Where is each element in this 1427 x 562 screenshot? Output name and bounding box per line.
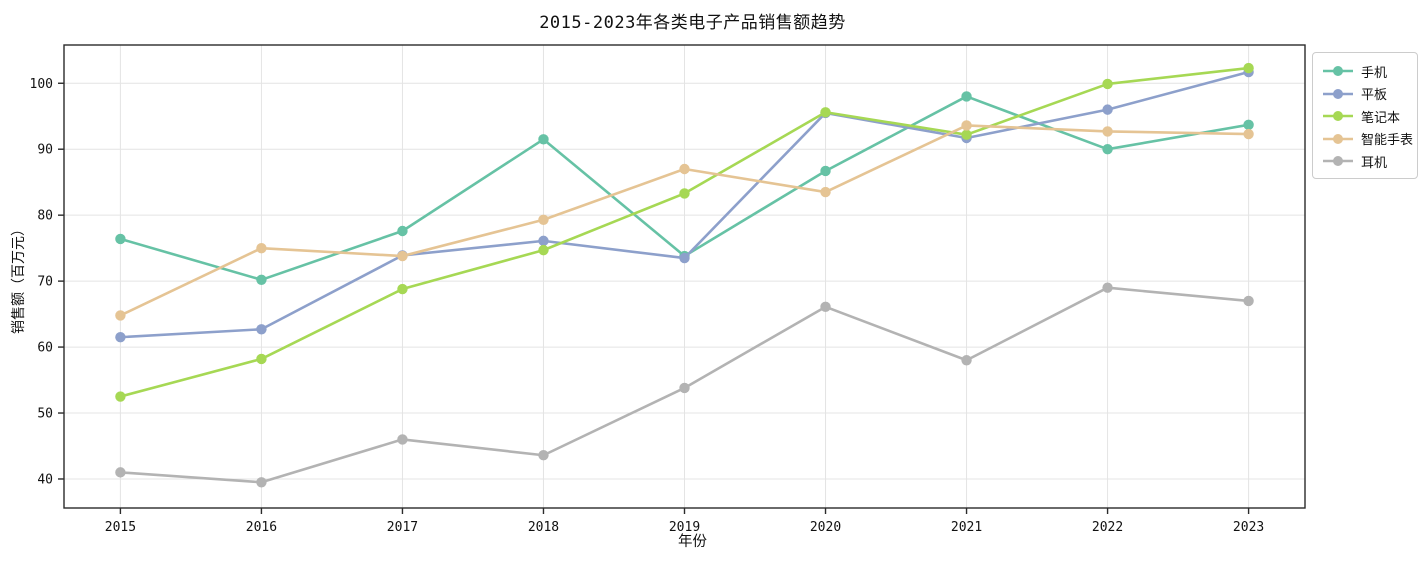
data-point-笔记本-2019 <box>679 188 690 199</box>
data-point-笔记本-2015 <box>115 391 126 402</box>
legend-item-4: 耳机 <box>1322 150 1408 173</box>
data-point-手机-2020 <box>820 165 831 177</box>
y-tick-label: 90 <box>37 143 53 158</box>
chart-title: 2015-2023年各类电子产品销售额趋势 <box>539 13 846 33</box>
data-point-耳机-2021 <box>961 355 972 366</box>
data-point-手机-2022 <box>1102 144 1113 155</box>
y-tick-label: 100 <box>30 77 53 92</box>
data-point-手机-2018 <box>538 134 549 145</box>
legend-label: 耳机 <box>1361 155 1388 171</box>
data-point-笔记本-2020 <box>820 107 831 118</box>
data-point-笔记本-2022 <box>1102 78 1113 90</box>
data-point-笔记本-2016 <box>256 353 267 365</box>
legend-label: 智能手表 <box>1361 133 1414 149</box>
data-point-平板-2016 <box>256 324 267 335</box>
data-point-笔记本-2023 <box>1243 62 1254 74</box>
data-point-智能手表-2015 <box>115 310 126 321</box>
x-tick-label: 2020 <box>810 520 841 535</box>
legend-marker-icon <box>1323 156 1353 167</box>
y-tick-label: 70 <box>37 275 53 290</box>
x-tick-label: 2015 <box>105 520 136 535</box>
data-point-智能手表-2018 <box>538 214 549 225</box>
y-tick-label: 60 <box>37 341 53 356</box>
data-point-智能手表-2017 <box>397 250 408 262</box>
legend: 手机平板笔记本智能手表耳机 <box>1312 52 1418 179</box>
x-tick-label: 2019 <box>669 520 700 535</box>
y-tick-label: 40 <box>37 472 53 487</box>
legend-label: 笔记本 <box>1361 110 1401 126</box>
data-point-耳机-2016 <box>256 477 267 488</box>
data-point-耳机-2015 <box>115 467 126 478</box>
data-point-智能手表-2022 <box>1102 126 1113 137</box>
data-point-手机-2017 <box>397 225 408 237</box>
data-point-平板-2019 <box>679 252 690 264</box>
data-point-耳机-2020 <box>820 301 831 313</box>
data-point-平板-2018 <box>538 235 549 247</box>
data-point-手机-2021 <box>961 91 972 102</box>
legend-marker-icon <box>1323 66 1353 77</box>
x-axis-label: 年份 <box>678 534 707 550</box>
data-point-智能手表-2016 <box>256 242 267 254</box>
y-axis-label: 销售额（百万元） <box>11 222 27 334</box>
data-point-笔记本-2021 <box>961 129 972 140</box>
data-point-耳机-2018 <box>538 450 549 461</box>
data-point-平板-2022 <box>1102 104 1113 115</box>
data-point-智能手表-2021 <box>961 120 972 131</box>
legend-item-0: 手机 <box>1322 60 1408 83</box>
legend-item-2: 笔记本 <box>1322 105 1408 128</box>
legend-label: 平板 <box>1361 88 1388 104</box>
data-point-平板-2015 <box>115 331 126 343</box>
legend-marker-icon <box>1323 88 1353 99</box>
y-tick-label: 80 <box>37 209 53 224</box>
x-tick-label: 2017 <box>387 520 418 535</box>
data-point-智能手表-2023 <box>1243 128 1254 140</box>
x-tick-label: 2022 <box>1092 520 1123 535</box>
y-tick-label: 50 <box>37 407 53 422</box>
legend-item-1: 平板 <box>1322 83 1408 106</box>
x-tick-label: 2023 <box>1233 520 1264 535</box>
data-point-耳机-2023 <box>1243 295 1254 307</box>
x-tick-label: 2018 <box>528 520 559 535</box>
legend-item-3: 智能手表 <box>1322 128 1413 151</box>
data-point-手机-2016 <box>256 274 267 285</box>
data-point-笔记本-2018 <box>538 244 549 256</box>
data-point-手机-2023 <box>1243 119 1254 131</box>
data-point-耳机-2022 <box>1102 282 1113 293</box>
data-point-耳机-2017 <box>397 434 408 445</box>
x-tick-label: 2016 <box>246 520 277 535</box>
data-point-耳机-2019 <box>679 382 690 394</box>
legend-marker-icon <box>1323 133 1353 144</box>
data-point-智能手表-2019 <box>679 163 690 175</box>
legend-label: 手机 <box>1361 65 1388 81</box>
data-point-智能手表-2020 <box>820 186 831 198</box>
data-point-笔记本-2017 <box>397 283 408 295</box>
data-point-手机-2015 <box>115 233 126 245</box>
x-tick-label: 2021 <box>951 520 982 535</box>
legend-marker-icon <box>1323 111 1353 122</box>
